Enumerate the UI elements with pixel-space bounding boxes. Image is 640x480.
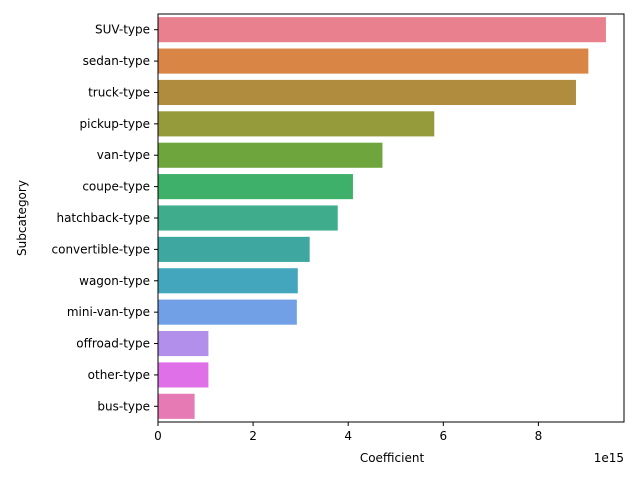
plot-frame [157, 13, 625, 423]
bar-offroad-type [158, 330, 209, 357]
y-tick-label: sedan-type [83, 54, 150, 68]
bar-other-type [158, 362, 209, 388]
y-axis-ticks: SUV-type sedan-type truck-type pickup-type v… [52, 23, 158, 413]
x-axis-ticks: 0 2 4 6 8 [154, 422, 542, 443]
bar-convertible-type [158, 236, 310, 262]
y-tick-label: SUV-type [95, 23, 150, 37]
y-tick-label: van-type [97, 148, 150, 162]
x-tick-label: 6 [439, 429, 447, 443]
y-tick-label: coupe-type [82, 180, 150, 194]
x-tick-label: 8 [535, 429, 543, 443]
bar-pickup-type [158, 111, 435, 137]
y-tick-label: convertible-type [52, 242, 150, 256]
bars-group [158, 17, 606, 419]
bar-bus-type [158, 393, 195, 419]
x-tick-label: 0 [154, 429, 162, 443]
x-axis-label: Coefficient [360, 451, 425, 465]
bar-truck-type [158, 79, 576, 106]
y-tick-label: offroad-type [76, 337, 150, 351]
x-tick-label: 4 [344, 429, 352, 443]
bar-wagon-type [158, 268, 298, 294]
y-tick-label: truck-type [88, 85, 150, 99]
y-axis-label: Subcategory [15, 180, 29, 256]
x-tick-label: 2 [249, 429, 257, 443]
bar-coupe-type [158, 174, 353, 200]
bar-hatchback-type [158, 205, 338, 231]
x-axis-offset-label: 1e15 [594, 451, 624, 465]
bar-sedan-type [158, 48, 589, 74]
y-tick-label: hatchback-type [56, 211, 150, 225]
y-tick-label: bus-type [97, 399, 150, 413]
y-tick-label: mini-van-type [67, 305, 150, 319]
bar-suv-type [158, 17, 606, 43]
bar-mini-van-type [158, 299, 297, 325]
y-tick-label: pickup-type [80, 117, 151, 131]
y-tick-label: wagon-type [79, 274, 150, 288]
bar-van-type [158, 142, 383, 168]
y-tick-label: other-type [88, 368, 150, 382]
axes-frame [157, 13, 625, 423]
